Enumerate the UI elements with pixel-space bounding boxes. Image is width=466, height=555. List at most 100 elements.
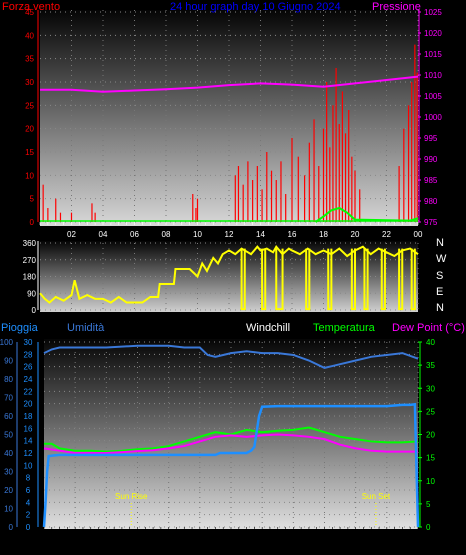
direction-tick-label: 0 bbox=[32, 306, 37, 315]
tick-label-left: 20 bbox=[25, 125, 34, 134]
rain-tick-label: 0 bbox=[26, 523, 31, 532]
tick-label-right: 1005 bbox=[424, 92, 442, 101]
tick-label-right: 1015 bbox=[424, 50, 442, 59]
x-tick-label: 10 bbox=[195, 540, 204, 549]
temp-tick-label: 30 bbox=[426, 384, 435, 393]
sunrise-label: Sun Rise bbox=[115, 492, 148, 501]
wind-axis-label: Forza vento bbox=[2, 1, 60, 13]
direction-tick-label: 180 bbox=[23, 273, 37, 282]
x-tick-label: 00 bbox=[414, 230, 423, 239]
direction-wrap bbox=[240, 248, 246, 311]
temperature-line bbox=[44, 426, 419, 453]
humidity-line bbox=[43, 344, 419, 369]
x-tick-label: 20 bbox=[351, 230, 360, 239]
direction-wrap bbox=[305, 248, 311, 311]
sunset-label: Sun Set bbox=[362, 492, 391, 501]
rain-line bbox=[42, 402, 420, 528]
tick-label-left: 10 bbox=[25, 171, 34, 180]
direction-wrap bbox=[398, 248, 404, 311]
cardinal-label: N bbox=[436, 237, 444, 249]
rain-tick-label: 10 bbox=[24, 461, 33, 470]
tick-label-left: 30 bbox=[25, 78, 34, 87]
temp-tick-label: 5 bbox=[426, 500, 431, 509]
temp-tick-label: 25 bbox=[426, 407, 435, 416]
tick-label-left: 45 bbox=[25, 8, 34, 17]
x-tick-label: 06 bbox=[130, 230, 139, 239]
x-tick-label: 12 bbox=[225, 230, 234, 239]
chart-title: 24 hour graph day 10 Giugno 2024 bbox=[170, 1, 341, 13]
rain-tick-label: 26 bbox=[24, 363, 33, 372]
tick-label-right: 985 bbox=[424, 176, 438, 185]
tick-label-left: 15 bbox=[25, 148, 34, 157]
pressure-line bbox=[40, 75, 419, 93]
direction-tick-label: 270 bbox=[23, 256, 37, 265]
rain-tick-label: 6 bbox=[26, 486, 31, 495]
direction-wrap bbox=[275, 248, 284, 311]
direction-tick-label: 90 bbox=[27, 289, 36, 298]
pressure-axis-label: Pressione bbox=[372, 1, 421, 13]
rain-tick-label: 16 bbox=[24, 424, 33, 433]
dewpoint-label: Dew Point (°C) bbox=[392, 322, 465, 334]
rain-tick-label: 20 bbox=[24, 400, 33, 409]
x-tick-label: 10 bbox=[193, 230, 202, 239]
humidity-tick-label: 50 bbox=[4, 431, 13, 440]
rain-tick-label: 2 bbox=[26, 511, 31, 520]
humidity-tick-label: 0 bbox=[9, 523, 14, 532]
tick-label-right: 1020 bbox=[424, 29, 442, 38]
temp-tick-label: 15 bbox=[426, 454, 435, 463]
rain-tick-label: 18 bbox=[24, 412, 33, 421]
rain-tick-label: 12 bbox=[24, 449, 33, 458]
humidity-tick-label: 20 bbox=[4, 486, 13, 495]
tick-label-right: 990 bbox=[424, 155, 438, 164]
humidity-tick-label: 40 bbox=[4, 449, 13, 458]
gust-line bbox=[315, 206, 419, 223]
cardinal-label: N bbox=[436, 302, 444, 314]
x-tick-label: 22 bbox=[382, 540, 391, 549]
x-tick-label: 20 bbox=[351, 540, 360, 549]
rain-tick-label: 22 bbox=[24, 387, 33, 396]
humidity-tick-label: 30 bbox=[4, 468, 13, 477]
tick-label-right: 1010 bbox=[424, 71, 442, 80]
x-tick-label: 06 bbox=[133, 540, 142, 549]
humidity-axis-label: Umidità bbox=[67, 322, 105, 334]
direction-wrap bbox=[327, 248, 333, 311]
direction-wrap bbox=[380, 248, 386, 311]
rain-tick-label: 28 bbox=[24, 350, 33, 359]
cardinal-label: E bbox=[436, 286, 443, 298]
direction-wrap bbox=[350, 248, 356, 311]
tick-label-left: 35 bbox=[25, 55, 34, 64]
wind-panel-bg bbox=[40, 10, 418, 226]
tick-label-right: 1000 bbox=[424, 113, 442, 122]
humidity-tick-label: 70 bbox=[4, 394, 13, 403]
humidity-tick-label: 10 bbox=[4, 505, 13, 514]
x-tick-label: 16 bbox=[289, 540, 298, 549]
x-tick-label: 04 bbox=[102, 540, 111, 549]
rain-tick-label: 24 bbox=[24, 375, 33, 384]
direction-wrap bbox=[261, 248, 267, 311]
cardinal-label: S bbox=[436, 270, 443, 282]
rain-tick-label: 8 bbox=[26, 474, 31, 483]
x-tick-label: 02 bbox=[71, 540, 80, 549]
temp-tick-label: 10 bbox=[426, 477, 435, 486]
temp-tick-label: 20 bbox=[426, 431, 435, 440]
x-tick-label: 18 bbox=[320, 540, 329, 549]
tick-label-right: 995 bbox=[424, 134, 438, 143]
temperature-label: Temperatura bbox=[313, 322, 376, 334]
rain-tick-label: 30 bbox=[24, 338, 33, 347]
tick-label-left: 5 bbox=[30, 195, 35, 204]
x-tick-label: 08 bbox=[164, 540, 173, 549]
x-tick-label: 18 bbox=[319, 230, 328, 239]
x-tick-label: 16 bbox=[288, 230, 297, 239]
tick-label-right: 980 bbox=[424, 197, 438, 206]
temp-tick-label: 40 bbox=[426, 338, 435, 347]
rain-tick-label: 14 bbox=[24, 437, 33, 446]
x-tick-label: 08 bbox=[162, 230, 171, 239]
x-tick-label: 04 bbox=[99, 230, 108, 239]
tick-label-left: 25 bbox=[25, 101, 34, 110]
x-tick-label: 00 bbox=[414, 540, 423, 549]
tick-label-left: 40 bbox=[25, 31, 34, 40]
dewpoint-line bbox=[43, 433, 418, 454]
windchill-label: Windchill bbox=[246, 322, 290, 334]
humidity-tick-label: 60 bbox=[4, 412, 13, 421]
